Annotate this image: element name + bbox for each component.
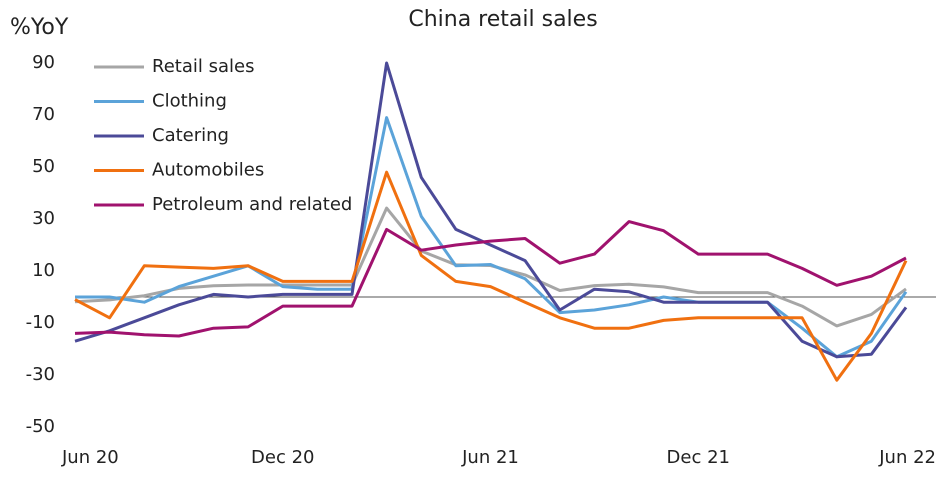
y-tick-label: 10 xyxy=(32,260,55,281)
series-line xyxy=(74,220,907,338)
y-tick-label: -50 xyxy=(26,416,55,437)
y-tick-label: -30 xyxy=(26,364,55,385)
x-tick-label: Jun 22 xyxy=(878,447,936,468)
legend-label: Petroleum and related xyxy=(152,194,352,215)
y-axis-label: %YoY xyxy=(10,15,69,40)
series-line xyxy=(74,170,908,382)
x-tick-label: Jun 20 xyxy=(61,447,119,468)
legend-label: Clothing xyxy=(152,91,227,112)
y-tick-label: 90 xyxy=(32,52,55,73)
x-tick-label: Dec 21 xyxy=(667,447,730,468)
legend-label: Retail sales xyxy=(152,56,254,77)
legend-label: Automobiles xyxy=(152,160,264,181)
chart-title: China retail sales xyxy=(408,7,597,32)
y-tick-label: 70 xyxy=(32,104,55,125)
x-tick-label: Jun 21 xyxy=(461,447,519,468)
y-tick-label: -10 xyxy=(26,312,55,333)
series-line xyxy=(74,61,908,359)
x-tick-label: Dec 20 xyxy=(251,447,314,468)
series-line xyxy=(75,116,908,359)
y-tick-label: 30 xyxy=(32,208,55,229)
y-tick-label: 50 xyxy=(32,156,55,177)
legend-label: Catering xyxy=(152,125,229,146)
